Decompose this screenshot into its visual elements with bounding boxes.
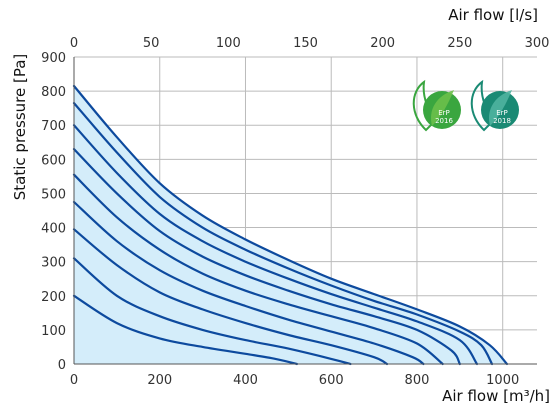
y-tick-label: 100 xyxy=(41,324,66,339)
x2-tick-label: 200 xyxy=(370,36,395,51)
x-tick-label: 1000 xyxy=(486,373,519,388)
y-axis-title: Static pressure [Pa] xyxy=(11,54,29,200)
axes xyxy=(73,57,537,365)
y-tick-label: 200 xyxy=(41,290,66,305)
x-tick-label: 600 xyxy=(319,373,344,388)
series-group xyxy=(72,84,509,366)
y-tick-label: 700 xyxy=(41,119,66,134)
erp-2018-badge: ErP 2018 xyxy=(470,79,519,132)
y-tick-label: 800 xyxy=(41,85,66,100)
series-line-1 xyxy=(72,294,298,366)
x2-tick-label: 150 xyxy=(293,36,318,51)
series-line-6 xyxy=(72,148,461,366)
badge-label: ErP xyxy=(496,109,508,117)
badge-year: 2016 xyxy=(435,117,453,125)
series-line-7 xyxy=(72,124,479,366)
y-tick-label: 500 xyxy=(41,187,66,202)
x2-tick-label: 300 xyxy=(525,36,550,51)
y-tick-label: 0 xyxy=(58,358,66,373)
series-line-4 xyxy=(72,200,425,366)
x-tick-label: 800 xyxy=(405,373,430,388)
x2-axis-title: Air flow [l/s] xyxy=(448,6,538,24)
x2-tick-label: 250 xyxy=(447,36,472,51)
badge-year: 2018 xyxy=(493,117,511,125)
leaf-icon xyxy=(430,90,454,126)
badge-label: ErP xyxy=(438,109,450,117)
series-line-2 xyxy=(72,257,352,366)
series-line-9 xyxy=(72,84,509,366)
erp-2016-badge: ErP 2016 xyxy=(412,79,461,132)
x2-tick-label: 100 xyxy=(216,36,241,51)
y-tick-label: 900 xyxy=(41,51,66,66)
series-line-5 xyxy=(72,173,444,366)
x-tick-label: 0 xyxy=(70,373,78,388)
series-line-8 xyxy=(72,102,494,366)
x-axis-title: Air flow [m³/h] xyxy=(442,387,550,405)
y-tick-label: 400 xyxy=(41,222,66,237)
y-tick-label: 300 xyxy=(41,256,66,271)
x2-tick-label: 50 xyxy=(143,36,160,51)
operating-area-fill xyxy=(74,86,507,364)
y-tick-label: 600 xyxy=(41,153,66,168)
x-tick-label: 400 xyxy=(233,373,258,388)
x-tick-label: 200 xyxy=(147,373,172,388)
leaf-icon xyxy=(488,90,512,126)
x2-tick-label: 0 xyxy=(70,36,78,51)
series-line-3 xyxy=(72,228,389,366)
